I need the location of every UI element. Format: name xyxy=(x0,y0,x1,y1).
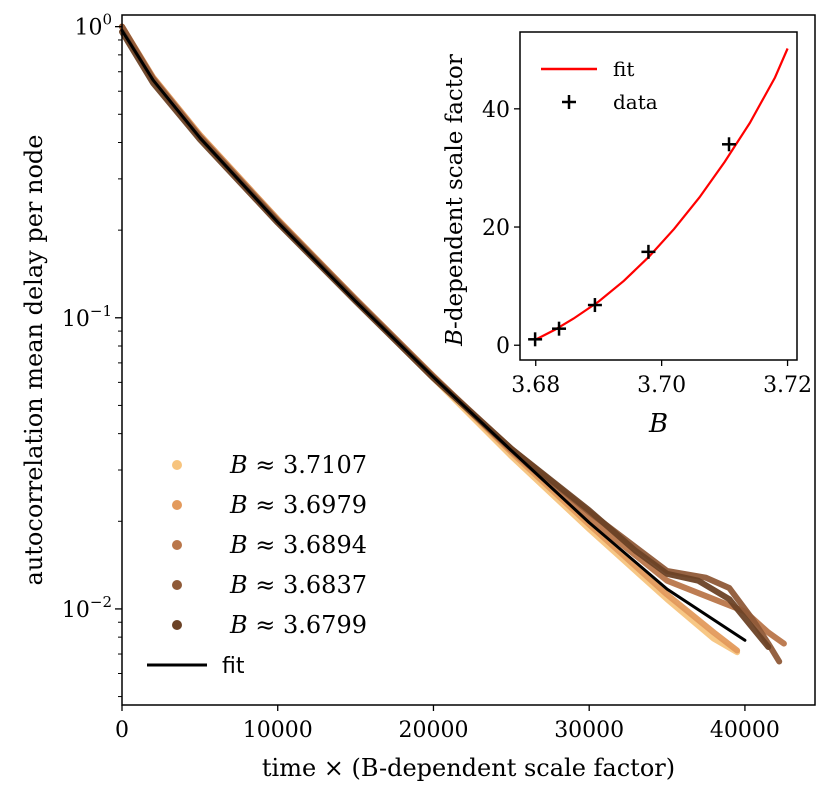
inset-x-tick-label: 3.68 xyxy=(511,373,560,398)
inset-axes-frame xyxy=(519,31,798,361)
inset-data-point xyxy=(552,321,567,336)
inset-legend: fit data xyxy=(541,57,658,114)
main-axes-frame xyxy=(121,14,816,706)
legend-swatch-3 xyxy=(172,580,182,590)
legend-swatch-0 xyxy=(172,460,182,470)
x-tick-label: 0 xyxy=(115,718,129,743)
inset-y-tick-label: 40 xyxy=(482,98,510,123)
legend-swatch-4 xyxy=(172,620,182,630)
y-axis-label: autocorrelation mean delay per node xyxy=(20,135,48,586)
main-legend: B ≈ 3.7107 B ≈ 3.6979 B ≈ 3.6894 B ≈ 3.6837… xyxy=(147,451,367,679)
legend-label-0: B ≈ 3.7107 xyxy=(229,451,367,479)
y-tick-label: 10−1 xyxy=(62,302,112,332)
inset-x-tick-label: 3.72 xyxy=(763,373,812,398)
main-plot: 0 10000 20000 30000 40000 100 10−1 10−2 time × (… xyxy=(20,11,816,782)
legend-label-4: B ≈ 3.6799 xyxy=(229,611,367,639)
legend-label-fit: fit xyxy=(222,654,245,679)
inset-y-axis-label: B-dependent scale factor xyxy=(442,54,468,347)
x-tick-label: 30000 xyxy=(554,718,624,743)
y-tick-label: 10−2 xyxy=(62,593,112,623)
x-tick-label: 20000 xyxy=(398,718,468,743)
inset-data-point xyxy=(528,332,543,347)
y-tick-label: 100 xyxy=(74,11,112,41)
legend-label-3: B ≈ 3.6837 xyxy=(229,571,367,599)
inset-plot: 3.68 3.70 3.72 0 20 40 B B-dependent scale fact… xyxy=(442,31,812,439)
inset-y-tick-label: 20 xyxy=(482,216,510,241)
inset-data-point xyxy=(722,137,737,152)
inset-y-tick-label: 0 xyxy=(496,334,510,359)
inset-background xyxy=(520,32,797,360)
inset-fit-curve xyxy=(534,48,789,341)
legend-swatch-2 xyxy=(172,540,182,550)
inset-data-point xyxy=(641,244,656,259)
legend-label-2: B ≈ 3.6894 xyxy=(229,531,367,559)
legend-label-1: B ≈ 3.6979 xyxy=(229,491,367,519)
series-line-fit xyxy=(120,29,747,642)
x-tick-label: 40000 xyxy=(710,718,780,743)
inset-legend-label: fit xyxy=(613,57,634,81)
x-axis-label: time × (B-dependent scale factor) xyxy=(262,754,675,782)
inset-legend-label: data xyxy=(613,90,658,114)
x-tick-label: 10000 xyxy=(243,718,313,743)
inset-x-axis-label: B xyxy=(648,409,668,439)
inset-data-point xyxy=(587,298,602,313)
legend-swatch-1 xyxy=(172,500,182,510)
inset-x-tick-label: 3.70 xyxy=(637,373,686,398)
